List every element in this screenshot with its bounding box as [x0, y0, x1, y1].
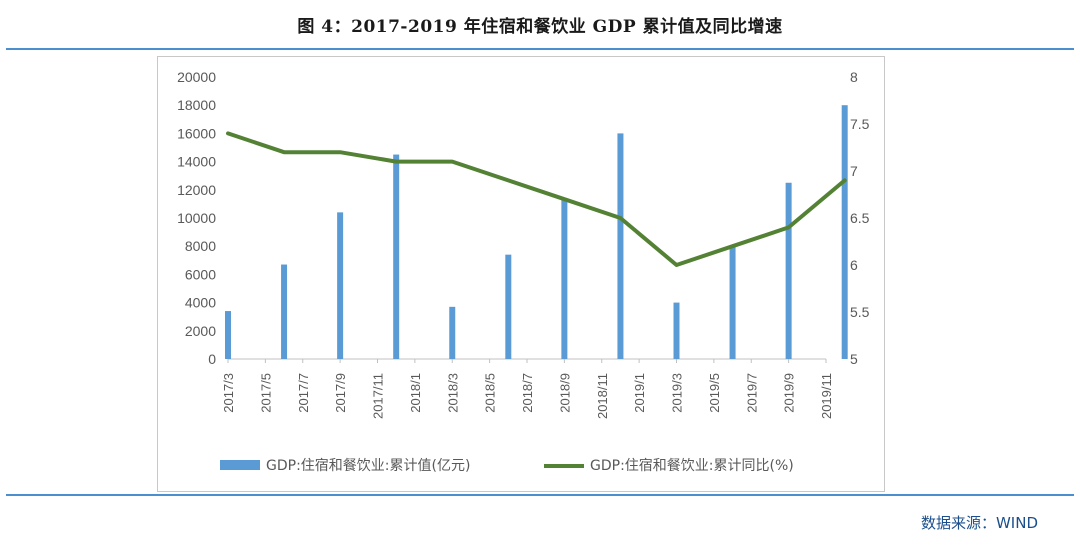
bar	[337, 212, 344, 359]
x-tick-label: 2018/7	[520, 373, 535, 413]
y-right-tick-label: 6	[850, 257, 858, 273]
chart-frame: 0 2000 4000 6000 8000 10000 12000 14000 16000 180…	[157, 56, 885, 492]
bar	[505, 254, 512, 359]
y-left-tick-label: 2000	[185, 323, 216, 339]
line-point	[788, 226, 790, 228]
line-point	[844, 179, 846, 181]
legend-label-line: GDP:住宿和餐饮业:累计同比(%)	[590, 457, 794, 474]
x-tick-label: 2018/5	[483, 373, 498, 413]
line-point	[451, 161, 453, 163]
data-source: 数据来源：WIND	[920, 514, 1038, 532]
y-right-tick-label: 8	[850, 69, 858, 85]
line-point	[283, 151, 285, 153]
bar	[449, 306, 456, 359]
x-tick-label: 2019/1	[632, 373, 647, 413]
bar	[841, 105, 848, 359]
y-right-tick-label: 7.5	[850, 116, 870, 132]
bar	[617, 133, 624, 359]
line-point	[619, 217, 621, 219]
top-rule	[6, 48, 1074, 50]
bar	[561, 199, 568, 359]
x-tick-label: 2019/11	[819, 373, 834, 419]
x-tick-label: 2018/9	[557, 373, 572, 413]
line-point	[732, 245, 734, 247]
x-tick-label: 2017/9	[333, 373, 348, 413]
bar	[225, 311, 231, 359]
y-left-tick-label: 0	[208, 351, 216, 367]
y-left-tick-label: 14000	[177, 154, 216, 170]
legend-label-bar: GDP:住宿和餐饮业:累计值(亿元)	[266, 457, 470, 474]
line-point	[676, 264, 677, 266]
x-tick-label: 2019/5	[707, 373, 722, 413]
y-left-tick-label: 18000	[177, 97, 216, 113]
line-point	[339, 151, 341, 153]
line-point	[227, 132, 229, 134]
y-left-tick-label: 10000	[177, 210, 216, 226]
x-tick-label: 2018/1	[408, 373, 423, 413]
line-series	[226, 131, 847, 267]
y-right-tick-label: 5.5	[850, 304, 870, 320]
bar	[673, 302, 680, 359]
x-tick-label: 2019/3	[670, 373, 685, 413]
bar	[785, 182, 792, 359]
x-tick-label: 2019/9	[782, 373, 797, 413]
figure-title: 图 4：2017-2019 年住宿和餐饮业 GDP 累计值及同比增速	[297, 17, 783, 37]
y-right-tick-label: 6.5	[850, 210, 870, 226]
x-tick-label: 2019/7	[744, 373, 759, 413]
combo-chart: 0 2000 4000 6000 8000 10000 12000 14000 16000 180…	[177, 69, 870, 474]
legend-swatch-bar	[220, 460, 260, 470]
x-tick-label: 2017/5	[258, 373, 273, 413]
y-left-tick-label: 12000	[177, 182, 216, 198]
x-tick-label: 2017/3	[221, 373, 236, 413]
line-point	[395, 161, 397, 163]
bar	[729, 246, 736, 359]
y-left-tick-label: 4000	[185, 295, 216, 311]
line-point	[507, 179, 509, 181]
y-left-tick-label: 16000	[177, 125, 216, 141]
y-left-tick-label: 20000	[177, 69, 216, 85]
y-left-tick-label: 8000	[185, 238, 216, 254]
line-point	[563, 198, 565, 200]
bar	[281, 264, 288, 359]
y-right-tick-label: 7	[850, 163, 858, 179]
x-tick-label: 2018/11	[595, 373, 610, 419]
x-tick-label: 2017/11	[371, 373, 386, 419]
y-right-tick-label: 5	[850, 351, 858, 367]
x-tick-label: 2018/3	[445, 373, 460, 413]
x-tick-label: 2017/7	[296, 373, 311, 413]
bottom-rule	[6, 494, 1074, 496]
bar	[393, 154, 400, 359]
y-left-tick-label: 6000	[185, 266, 216, 282]
